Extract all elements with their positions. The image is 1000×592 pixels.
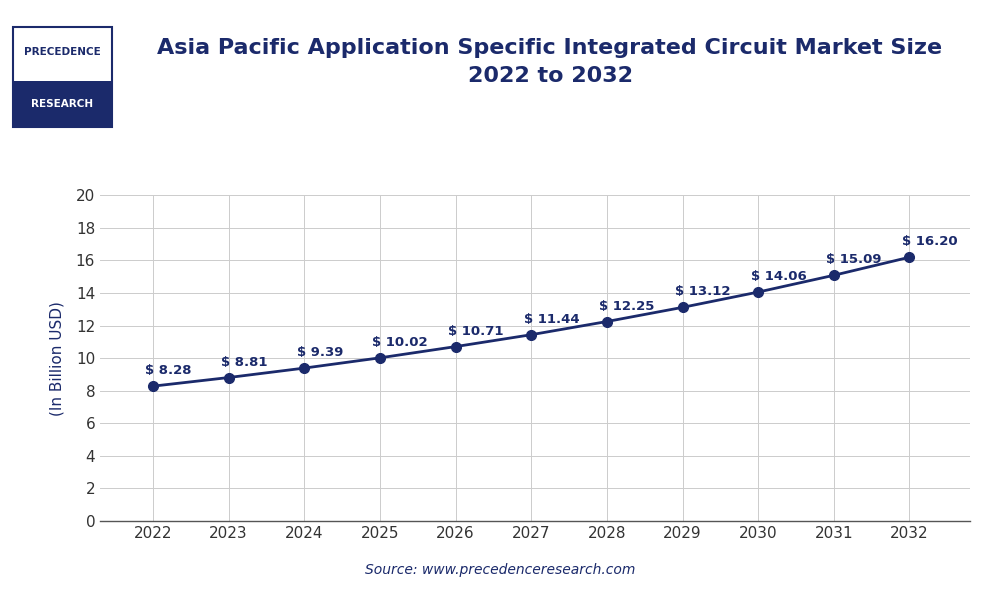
Text: $ 10.71: $ 10.71 bbox=[448, 324, 504, 337]
Text: $ 14.06: $ 14.06 bbox=[751, 270, 806, 283]
Text: $ 16.20: $ 16.20 bbox=[902, 235, 958, 248]
Text: $ 11.44: $ 11.44 bbox=[524, 313, 579, 326]
Text: Asia Pacific Application Specific Integrated Circuit Market Size
2022 to 2032: Asia Pacific Application Specific Integr… bbox=[157, 38, 943, 86]
Text: $ 8.81: $ 8.81 bbox=[221, 356, 268, 369]
Text: $ 9.39: $ 9.39 bbox=[297, 346, 343, 359]
Text: Source: www.precedenceresearch.com: Source: www.precedenceresearch.com bbox=[365, 563, 635, 577]
Text: $ 12.25: $ 12.25 bbox=[599, 300, 655, 313]
FancyBboxPatch shape bbox=[13, 27, 112, 127]
FancyBboxPatch shape bbox=[13, 81, 112, 127]
Text: $ 13.12: $ 13.12 bbox=[675, 285, 730, 298]
Text: RESEARCH: RESEARCH bbox=[31, 99, 94, 109]
Text: $ 10.02: $ 10.02 bbox=[372, 336, 428, 349]
Text: $ 8.28: $ 8.28 bbox=[145, 364, 192, 377]
Text: PRECEDENCE: PRECEDENCE bbox=[24, 47, 101, 57]
Y-axis label: (In Billion USD): (In Billion USD) bbox=[50, 301, 65, 416]
Text: $ 15.09: $ 15.09 bbox=[826, 253, 882, 266]
